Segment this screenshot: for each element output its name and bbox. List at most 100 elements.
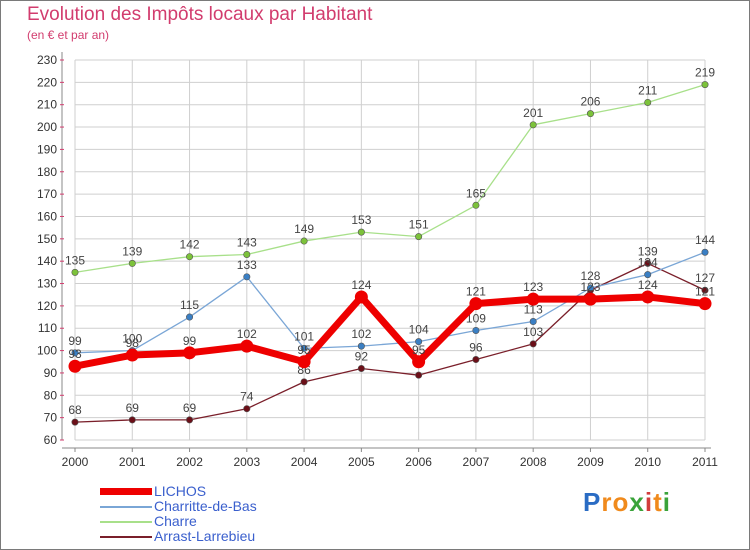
data-point bbox=[586, 284, 594, 292]
data-label: 99 bbox=[183, 334, 197, 348]
data-point bbox=[297, 355, 311, 369]
data-label: 144 bbox=[695, 233, 715, 247]
data-point bbox=[354, 290, 368, 304]
data-label: 143 bbox=[237, 235, 257, 249]
data-point bbox=[300, 237, 308, 245]
data-label: 127 bbox=[695, 271, 715, 285]
y-tick-label: 140 bbox=[37, 254, 57, 268]
data-label: 121 bbox=[466, 285, 486, 299]
data-point bbox=[71, 418, 79, 426]
data-point bbox=[300, 344, 308, 352]
data-label: 104 bbox=[409, 323, 429, 337]
data-label: 93 bbox=[68, 347, 82, 361]
y-tick-label: 70 bbox=[44, 411, 58, 425]
x-tick-label: 2007 bbox=[463, 455, 490, 469]
data-point bbox=[357, 228, 365, 236]
data-point bbox=[641, 290, 655, 304]
data-point bbox=[412, 355, 426, 369]
y-tick-label: 220 bbox=[37, 75, 57, 89]
chart-title: Evolution des Impôts locaux par Habitant bbox=[27, 4, 373, 25]
legend-swatch-charre bbox=[100, 521, 152, 523]
data-point bbox=[415, 338, 423, 346]
data-label: 102 bbox=[237, 327, 257, 341]
data-label: 69 bbox=[183, 401, 197, 415]
data-point bbox=[469, 297, 483, 311]
y-tick-label: 120 bbox=[37, 299, 57, 313]
data-label: 139 bbox=[122, 244, 142, 258]
series-lichos: 93 98 99 102 95 124 95 121 123 123 124 121 bbox=[68, 278, 715, 373]
data-point bbox=[415, 233, 423, 241]
series-line-lichos bbox=[71, 293, 709, 370]
data-label: 96 bbox=[469, 341, 483, 355]
data-point bbox=[71, 268, 79, 276]
x-tick-label: 2006 bbox=[405, 455, 432, 469]
x-tick-label: 2002 bbox=[176, 455, 203, 469]
x-tick-label: 2000 bbox=[62, 455, 89, 469]
data-point bbox=[644, 259, 652, 267]
data-label: 133 bbox=[237, 258, 257, 272]
x-tick-label: 2010 bbox=[634, 455, 661, 469]
data-point bbox=[701, 248, 709, 256]
data-point bbox=[415, 371, 423, 379]
y-tick-label: 160 bbox=[37, 209, 57, 223]
data-point bbox=[243, 250, 251, 258]
data-point bbox=[186, 416, 194, 424]
x-tick-label: 2003 bbox=[233, 455, 260, 469]
data-label: 98 bbox=[126, 336, 140, 350]
data-label: 165 bbox=[466, 186, 486, 200]
data-label: 124 bbox=[638, 278, 658, 292]
data-label: 124 bbox=[351, 278, 371, 292]
x-tick-label: 2011 bbox=[692, 455, 718, 469]
legend-swatch-lichos bbox=[100, 488, 152, 495]
data-point bbox=[240, 339, 254, 353]
data-label: 128 bbox=[580, 269, 600, 283]
logo-letter: x bbox=[629, 487, 645, 517]
series-line-charritte-de-bas bbox=[74, 251, 706, 354]
x-tick-label: 2001 bbox=[119, 455, 146, 469]
y-tick-label: 90 bbox=[44, 366, 58, 380]
series-line-arrast-larrebieu bbox=[74, 262, 706, 423]
data-label: 121 bbox=[695, 285, 715, 299]
data-label: 151 bbox=[409, 218, 429, 232]
data-point bbox=[698, 297, 712, 311]
x-tick-label: 2009 bbox=[577, 455, 604, 469]
data-label: 149 bbox=[294, 222, 314, 236]
data-label: 103 bbox=[523, 325, 543, 339]
data-label: 219 bbox=[695, 66, 715, 80]
data-point bbox=[183, 346, 197, 360]
data-label: 74 bbox=[240, 390, 254, 404]
y-tick-label: 100 bbox=[37, 344, 57, 358]
logo-letter: i bbox=[644, 487, 654, 517]
data-label: 95 bbox=[297, 343, 311, 357]
data-label: 69 bbox=[126, 401, 140, 415]
data-label: 92 bbox=[355, 349, 369, 363]
data-point bbox=[186, 253, 194, 261]
data-point bbox=[128, 416, 136, 424]
x-tick-label: 2004 bbox=[291, 455, 318, 469]
data-point bbox=[529, 121, 537, 129]
data-label: 101 bbox=[294, 329, 314, 343]
data-point bbox=[128, 259, 136, 267]
data-label: 115 bbox=[180, 298, 199, 312]
legend-label-charre: Charre bbox=[154, 513, 197, 529]
y-tick-label: 110 bbox=[38, 321, 57, 335]
data-point bbox=[68, 359, 82, 373]
series-charritte-de-bas: 99 100 115 133 101 102 104 109 113 128 134 144 bbox=[68, 233, 715, 357]
data-label: 109 bbox=[466, 311, 486, 325]
data-label: 123 bbox=[523, 280, 543, 294]
data-point bbox=[472, 201, 480, 209]
data-point bbox=[186, 313, 194, 321]
data-point bbox=[472, 326, 480, 334]
y-tick-label: 80 bbox=[44, 388, 58, 402]
y-tick-label: 190 bbox=[37, 142, 57, 156]
x-tick-label: 2005 bbox=[348, 455, 375, 469]
data-label: 139 bbox=[638, 244, 658, 258]
data-point bbox=[583, 292, 597, 306]
data-label: 95 bbox=[412, 343, 426, 357]
y-tick-label: 150 bbox=[37, 232, 57, 246]
data-point bbox=[243, 273, 251, 281]
logo-letter: o bbox=[612, 487, 630, 517]
data-point bbox=[243, 405, 251, 413]
data-point bbox=[300, 378, 308, 386]
